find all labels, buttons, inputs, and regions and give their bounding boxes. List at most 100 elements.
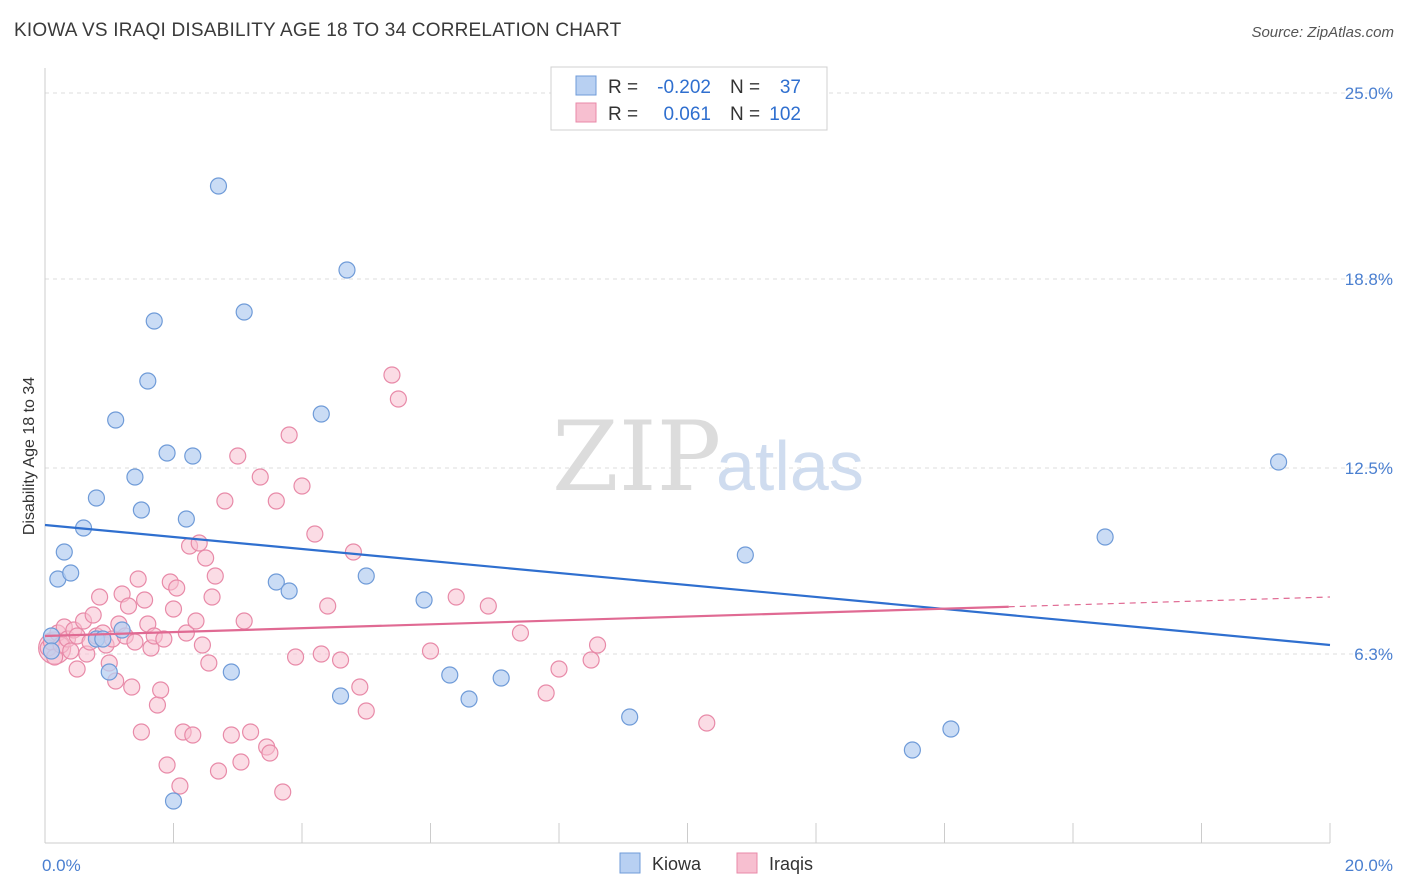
kiowa-point bbox=[145, 312, 163, 330]
kiowa-trendline bbox=[44, 523, 1331, 647]
watermark-zip: ZIP bbox=[552, 401, 721, 513]
iraqi-point bbox=[232, 753, 250, 771]
watermark-atlas: atlas bbox=[716, 427, 864, 505]
iraqi-point bbox=[129, 570, 147, 588]
iraqi-point bbox=[184, 726, 202, 744]
kiowa-point bbox=[312, 405, 330, 423]
kiowa-point bbox=[441, 666, 459, 684]
iraqi-point bbox=[251, 468, 269, 486]
kiowa-point bbox=[100, 663, 118, 681]
iraqi-point bbox=[187, 612, 205, 630]
kiowa-point bbox=[139, 372, 157, 390]
kiowa-point bbox=[209, 177, 228, 195]
watermark: ZIP atlas bbox=[552, 401, 864, 513]
iraqi-point bbox=[84, 606, 102, 624]
kiowa-point bbox=[460, 690, 478, 708]
iraqi-point bbox=[421, 642, 440, 660]
iraqi-point bbox=[123, 678, 141, 696]
kiowa-point bbox=[222, 663, 240, 681]
iraqi-point bbox=[582, 651, 600, 669]
kiowa-point bbox=[126, 468, 144, 486]
legend-r-value: -0.202 bbox=[657, 77, 711, 98]
iraqi-point bbox=[312, 645, 330, 663]
kiowa-point bbox=[903, 741, 921, 759]
iraqi-point bbox=[193, 636, 212, 654]
iraqi-point bbox=[62, 642, 80, 660]
kiowa-point bbox=[280, 582, 298, 600]
trendlines bbox=[44, 523, 1331, 647]
legend-r-value: 0.061 bbox=[663, 104, 711, 125]
iraqi-point bbox=[158, 756, 176, 774]
iraqi-trendline-dashed bbox=[1008, 596, 1331, 608]
kiowa-point bbox=[158, 444, 176, 462]
kiowa-point bbox=[107, 411, 125, 429]
kiowa-point bbox=[55, 543, 73, 561]
iraqi-point bbox=[588, 636, 607, 654]
kiowa-point bbox=[1096, 528, 1114, 546]
iraqi-point bbox=[203, 588, 221, 606]
iraqi-point bbox=[91, 588, 109, 606]
series-legend: Kiowa Iraqis bbox=[619, 852, 813, 874]
iraqi-trendline bbox=[44, 605, 1009, 638]
iraqi-point bbox=[344, 543, 362, 561]
kiowa-point bbox=[62, 564, 80, 582]
iraqi-point bbox=[351, 678, 369, 696]
kiowa-point bbox=[42, 642, 61, 660]
kiowa-point bbox=[492, 669, 510, 687]
bottom-legend-swatch-kiowa bbox=[619, 852, 641, 874]
iraqi-point bbox=[274, 783, 292, 801]
iraqi-point bbox=[293, 477, 311, 495]
iraqi-point bbox=[222, 726, 240, 744]
legend-swatch-iraqi bbox=[575, 102, 597, 123]
kiowa-point bbox=[357, 567, 375, 585]
iraqi-point bbox=[68, 660, 86, 678]
iraqi-point bbox=[242, 723, 260, 741]
kiowa-point bbox=[621, 708, 639, 726]
iraqi-point bbox=[206, 567, 224, 585]
kiowa-point bbox=[736, 546, 754, 564]
iraqi-point bbox=[119, 597, 138, 615]
iraqi-point bbox=[357, 702, 375, 720]
kiowa-point bbox=[338, 261, 356, 279]
iraqi-point bbox=[148, 696, 167, 714]
chart-title: KIOWA VS IRAQI DISABILITY AGE 18 TO 34 C… bbox=[14, 20, 622, 41]
kiowa-point bbox=[1269, 453, 1288, 471]
kiowa-point bbox=[113, 621, 131, 639]
bottom-legend-swatch-iraqi bbox=[736, 852, 758, 874]
iraqi-point bbox=[537, 684, 555, 702]
iraqi-point bbox=[190, 534, 208, 552]
iraqi-point bbox=[389, 390, 407, 408]
axes bbox=[44, 68, 1331, 844]
y-axis-label: Disability Age 18 to 34 bbox=[21, 377, 38, 535]
kiowa-point bbox=[331, 687, 350, 705]
iraqi-point bbox=[286, 648, 305, 666]
iraqi-point bbox=[152, 681, 170, 699]
y-tick-label: 25.0% bbox=[1345, 84, 1393, 103]
kiowa-point bbox=[184, 447, 202, 465]
iraqi-point bbox=[132, 723, 150, 741]
kiowa-point bbox=[415, 591, 433, 609]
legend-r-label: R = bbox=[608, 77, 638, 98]
legend-n-label: N = bbox=[730, 104, 760, 125]
legend-swatch-kiowa bbox=[575, 75, 597, 96]
iraqi-point bbox=[164, 600, 183, 618]
iraqi-point bbox=[261, 744, 279, 762]
legend-n-value: 102 bbox=[769, 104, 801, 125]
y-tick-label: 18.8% bbox=[1345, 270, 1393, 289]
iraqi-point bbox=[200, 654, 218, 672]
legend-r-label: R = bbox=[608, 104, 638, 125]
iraqi-point bbox=[280, 426, 298, 444]
x-tick-label: 20.0% bbox=[1345, 856, 1393, 875]
bottom-legend-label-iraqi: Iraqis bbox=[769, 854, 813, 874]
legend-n-label: N = bbox=[730, 77, 760, 98]
source-credit: Source: ZipAtlas.com bbox=[1251, 24, 1394, 41]
tick-labels: 6.3% 12.5% 18.8% 25.0% 0.0% 20.0% bbox=[42, 84, 1393, 875]
x-tick-label: 0.0% bbox=[42, 856, 81, 875]
iraqi-point bbox=[447, 588, 465, 606]
iraqi-point bbox=[209, 762, 228, 780]
correlation-legend: R = -0.202 N = 37 R = 0.061 N = 102 bbox=[550, 66, 828, 131]
iraqi-point bbox=[135, 591, 154, 609]
kiowa-point bbox=[942, 720, 960, 738]
iraqi-point bbox=[171, 777, 189, 795]
